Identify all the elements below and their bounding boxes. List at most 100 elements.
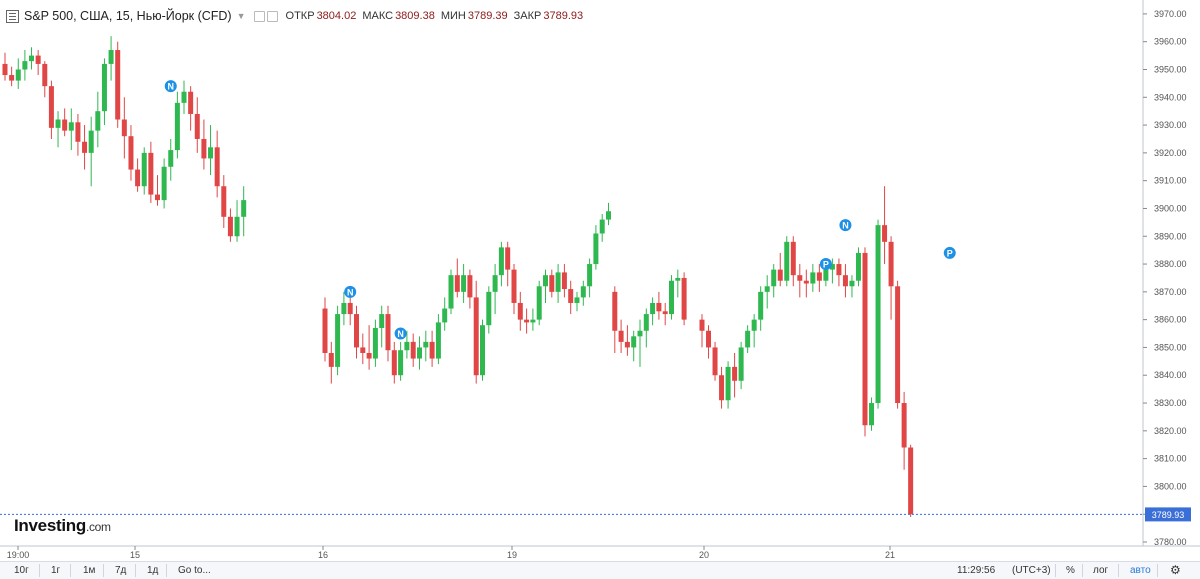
event-marker-N[interactable]	[344, 285, 357, 298]
percent-toggle[interactable]: %	[1066, 565, 1075, 576]
candle-down[interactable]	[624, 341, 630, 348]
timezone-button[interactable]: (UTC+3)	[1012, 565, 1051, 576]
candle-up[interactable]	[599, 219, 605, 234]
candle-up[interactable]	[435, 322, 441, 359]
event-marker-N[interactable]	[839, 219, 852, 232]
candle-down[interactable]	[618, 330, 624, 342]
visibility-toggle-icon[interactable]	[266, 10, 278, 22]
instrument-title[interactable]: S&P 500, США, 15, Нью-Йорк (CFD)	[24, 9, 232, 23]
candle-up[interactable]	[68, 122, 74, 131]
candle-up[interactable]	[88, 130, 94, 153]
candle-down[interactable]	[410, 341, 416, 359]
candle-up[interactable]	[208, 147, 214, 159]
candle-up[interactable]	[29, 55, 35, 62]
candle-up[interactable]	[442, 308, 448, 323]
goto-button[interactable]: Go to...	[178, 565, 211, 576]
candle-up[interactable]	[22, 61, 28, 70]
candle-down[interactable]	[2, 63, 8, 76]
gear-icon[interactable]: ⚙	[1170, 563, 1181, 577]
candle-down[interactable]	[354, 314, 359, 348]
candle-up[interactable]	[486, 291, 492, 326]
candle-down[interactable]	[505, 247, 511, 270]
candle-up[interactable]	[423, 341, 429, 348]
candle-up[interactable]	[372, 327, 378, 359]
candle-down[interactable]	[568, 289, 574, 303]
candle-up[interactable]	[555, 272, 561, 292]
candle-down[interactable]	[712, 347, 718, 376]
candle-down[interactable]	[908, 447, 914, 515]
candle-down[interactable]	[901, 403, 907, 448]
candle-up[interactable]	[181, 91, 187, 103]
candle-up[interactable]	[823, 269, 829, 281]
candle-up[interactable]	[764, 286, 770, 292]
event-marker-P[interactable]	[943, 246, 956, 259]
candle-down[interactable]	[732, 366, 738, 381]
candle-down[interactable]	[227, 216, 233, 237]
candle-down[interactable]	[656, 302, 662, 312]
candle-up[interactable]	[530, 319, 536, 323]
candle-down[interactable]	[366, 352, 372, 359]
candle-up[interactable]	[341, 302, 347, 315]
candle-down[interactable]	[612, 291, 618, 331]
candle-down[interactable]	[549, 275, 555, 292]
log-toggle[interactable]: лог	[1093, 565, 1109, 576]
candle-down[interactable]	[42, 63, 48, 87]
candle-down[interactable]	[75, 122, 81, 142]
candle-up[interactable]	[161, 166, 167, 201]
range-10y-button[interactable]: 10г	[14, 565, 29, 576]
candle-down[interactable]	[135, 169, 141, 187]
candle-down[interactable]	[681, 277, 687, 320]
candle-up[interactable]	[108, 50, 114, 64]
candle-up[interactable]	[241, 200, 247, 217]
candle-down[interactable]	[803, 280, 809, 284]
event-marker-N[interactable]	[164, 80, 177, 93]
candle-up[interactable]	[869, 403, 875, 426]
candle-down[interactable]	[662, 311, 668, 315]
candle-down[interactable]	[862, 252, 868, 426]
candle-up[interactable]	[498, 247, 504, 276]
candle-down[interactable]	[148, 152, 154, 195]
candle-up[interactable]	[404, 341, 410, 351]
candle-up[interactable]	[234, 216, 240, 237]
candle-up[interactable]	[174, 102, 180, 151]
candle-up[interactable]	[606, 211, 611, 220]
candle-down[interactable]	[9, 75, 15, 81]
candle-down[interactable]	[511, 269, 517, 303]
candle-up[interactable]	[141, 152, 147, 187]
candle-up[interactable]	[758, 291, 764, 320]
candle-down[interactable]	[221, 186, 227, 217]
candle-down[interactable]	[777, 269, 783, 281]
candle-down[interactable]	[882, 225, 888, 242]
candle-down[interactable]	[797, 275, 803, 281]
candle-down[interactable]	[429, 341, 435, 359]
candle-down[interactable]	[517, 302, 523, 320]
candle-up[interactable]	[650, 302, 656, 315]
candle-up[interactable]	[168, 150, 174, 167]
candle-down[interactable]	[82, 141, 88, 153]
candle-down[interactable]	[467, 275, 473, 298]
candle-up[interactable]	[593, 233, 599, 265]
candle-up[interactable]	[637, 330, 643, 337]
candle-up[interactable]	[335, 314, 341, 367]
candle-up[interactable]	[751, 319, 757, 331]
candle-down[interactable]	[391, 350, 397, 376]
candle-down[interactable]	[699, 319, 705, 331]
menu-icon[interactable]	[6, 9, 19, 23]
candle-down[interactable]	[328, 352, 334, 367]
candle-down[interactable]	[836, 264, 842, 276]
candle-up[interactable]	[398, 350, 404, 376]
range-1d-button[interactable]: 1д	[147, 565, 159, 576]
candle-up[interactable]	[536, 286, 542, 320]
candle-down[interactable]	[561, 272, 567, 290]
candle-up[interactable]	[643, 314, 649, 331]
candle-up[interactable]	[448, 275, 454, 309]
candle-up[interactable]	[849, 280, 855, 287]
candle-up[interactable]	[55, 119, 61, 128]
candle-up[interactable]	[480, 325, 485, 376]
candle-down[interactable]	[385, 314, 391, 351]
candle-up[interactable]	[543, 275, 548, 287]
candle-down[interactable]	[62, 119, 68, 131]
candle-down[interactable]	[895, 286, 901, 404]
candle-up[interactable]	[574, 297, 580, 303]
candle-up[interactable]	[15, 69, 21, 81]
